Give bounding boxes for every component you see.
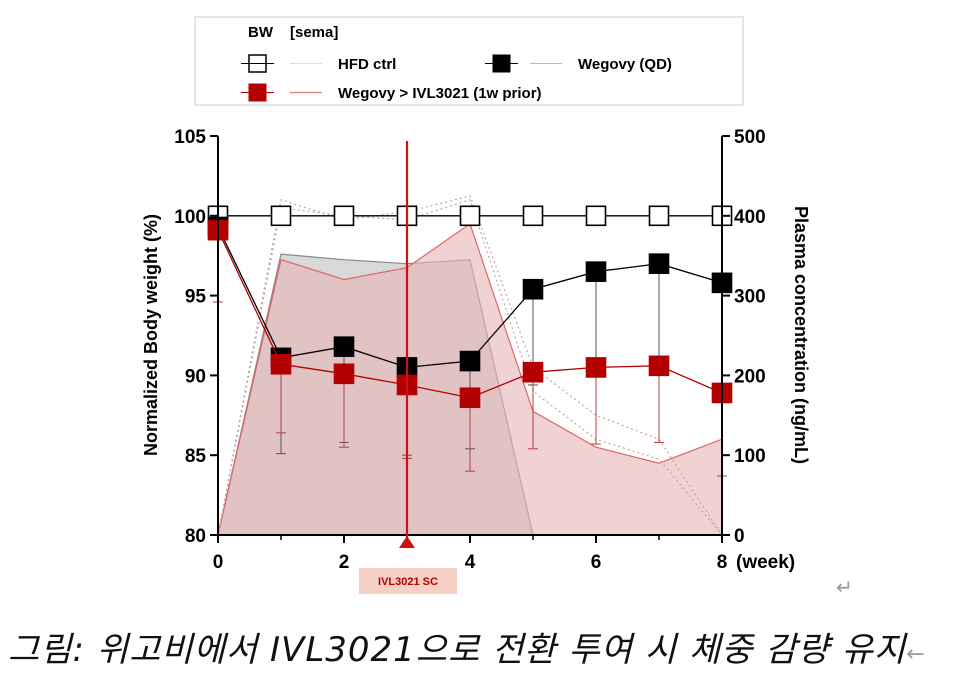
legend-header-bw: BW	[248, 24, 274, 41]
data-point	[459, 205, 481, 227]
caption-return-mark: ←	[906, 642, 926, 667]
bottom-axis: 0 2 4 6 8 (week)	[213, 534, 795, 573]
annotation-ivl3021: IVL3021 SC	[359, 141, 457, 594]
legend: BW [sema] HFD ctrl Wegovy (QD) Wegovy > …	[194, 16, 744, 106]
y2-tick-label: 0	[734, 526, 745, 547]
x-tick-label: 4	[465, 552, 476, 573]
return-mark: ↵	[836, 575, 853, 599]
data-point	[459, 350, 481, 372]
y-tick-label: 100	[174, 207, 206, 228]
series-1	[207, 205, 733, 227]
data-point	[648, 205, 670, 227]
y-tick-label: 80	[185, 526, 206, 547]
data-point	[333, 336, 355, 357]
data-point	[270, 353, 292, 375]
right-axis: 0 100 200 300 400 500 Plasma concentration (n…	[721, 127, 811, 547]
data-point	[522, 278, 544, 300]
y-axis-label: Normalized Body weight (%)	[141, 214, 161, 456]
y-tick-label: 90	[185, 366, 206, 387]
chart: BW [sema] HFD ctrl Wegovy (QD) Wegovy > …	[141, 16, 853, 599]
data-point	[459, 387, 481, 409]
x-tick-label: 0	[213, 552, 224, 573]
legend-ivl-label: Wegovy > IVL3021 (1w prior)	[338, 85, 542, 102]
y2-tick-label: 400	[734, 207, 766, 228]
y-tick-label: 85	[185, 446, 207, 467]
x-tick-label: 8	[717, 552, 728, 573]
data-point	[333, 363, 355, 385]
x-axis-unit: (week)	[736, 552, 795, 573]
left-axis: 80 85 90 95 100 105 Normalized Body weight (%…	[141, 127, 219, 547]
data-point	[585, 261, 607, 282]
x-tick-label: 2	[339, 552, 350, 573]
data-point	[522, 205, 544, 227]
data-point	[585, 357, 607, 378]
annotation-label: IVL3021 SC	[378, 576, 438, 588]
data-point	[333, 205, 355, 227]
x-tick-label: 6	[591, 552, 602, 573]
data-point	[522, 361, 544, 383]
y2-tick-label: 100	[734, 446, 766, 467]
legend-frame	[194, 16, 744, 106]
annotation-triangle	[399, 536, 415, 548]
data-point	[648, 253, 670, 274]
data-point	[270, 205, 292, 227]
y-tick-label: 105	[174, 127, 206, 148]
legend-wegovy-label: Wegovy (QD)	[578, 56, 672, 73]
data-point	[648, 355, 670, 377]
plasma-dotted-1	[217, 195, 723, 536]
annotation-label-bg	[359, 568, 457, 594]
data-point	[585, 205, 607, 227]
plot-area	[207, 195, 733, 536]
plasma-dotted-2	[217, 199, 723, 536]
y2-axis-label: Plasma concentration (ng/mL)	[791, 206, 811, 464]
caption-text: 그림: 위고비에서 IVL3021으로 전환 투여 시 체중 감량 유지	[8, 630, 907, 670]
figure-caption: 그림: 위고비에서 IVL3021으로 전환 투여 시 체중 감량 유지←	[8, 622, 948, 671]
legend-header-sema: [sema]	[290, 24, 338, 41]
legend-hfd-label: HFD ctrl	[338, 56, 396, 73]
y-tick-label: 95	[185, 287, 207, 308]
y2-tick-label: 500	[734, 127, 766, 148]
y2-tick-label: 300	[734, 287, 766, 308]
y2-tick-label: 200	[734, 366, 766, 387]
